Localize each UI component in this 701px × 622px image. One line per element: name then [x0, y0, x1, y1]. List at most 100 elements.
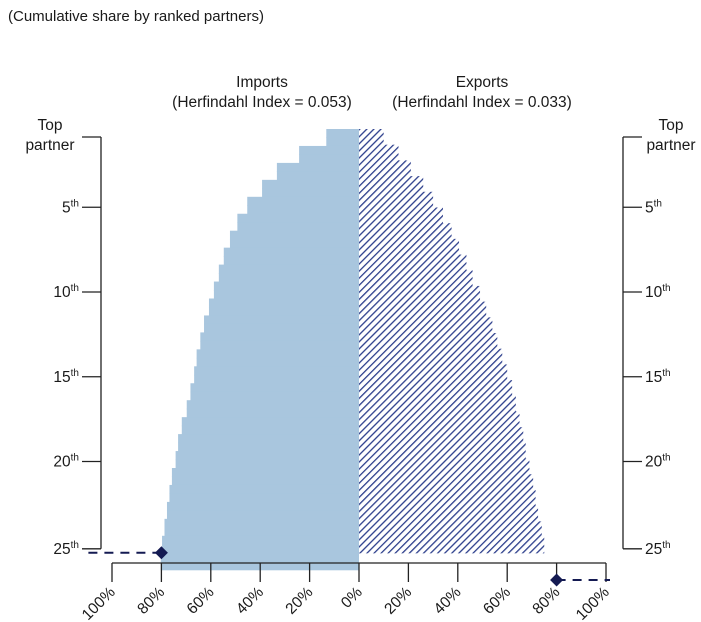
imports-bar-26	[160, 552, 359, 562]
imports-bar-18	[181, 417, 359, 427]
imports-bar-4b	[262, 188, 359, 198]
exports-bar-7	[359, 223, 452, 240]
x-tick-label--80: 80%	[134, 584, 168, 618]
right-tick-label-5: 5th	[645, 198, 662, 216]
right-tick-label-20: 20th	[645, 453, 671, 471]
imports-bar-2	[299, 145, 359, 156]
exports-bar-23	[359, 474, 534, 491]
imports-bar-5b	[247, 205, 359, 215]
imports-bar-16	[190, 383, 359, 393]
exports-bar-26	[359, 521, 542, 538]
exports-bar-4	[359, 176, 424, 193]
exports-bar-17	[359, 380, 513, 397]
imports-bar-6b	[237, 222, 359, 232]
imports-bar-24	[164, 518, 359, 528]
exports-bar-11	[359, 285, 481, 303]
imports-bar-22b	[169, 493, 359, 503]
right-tick-label-15: 15th	[645, 368, 671, 386]
exports-bar-13	[359, 317, 493, 334]
x-tick-label-100: 100%	[573, 584, 613, 622]
exports-herfindahl-label: (Herfindahl Index = 0.033)	[392, 94, 572, 111]
exports-bar-19	[359, 411, 520, 428]
left-partner-label: partner	[25, 137, 74, 154]
imports-bars	[160, 129, 359, 571]
exports-bar-5	[359, 191, 434, 209]
y-axes: Top partner Top partner 5th 5th 10th 10th 15th 15…	[25, 117, 695, 558]
imports-herfindahl-label: (Herfindahl Index = 0.053)	[172, 94, 352, 111]
x-tick-label--100: 100%	[79, 584, 119, 622]
imports-bar-18b	[181, 425, 359, 435]
imports-bar-19b	[178, 442, 359, 452]
exports-bar-3	[359, 160, 411, 177]
imports-bar-8b	[223, 256, 359, 266]
exports-bar-24	[359, 489, 536, 507]
imports-bar-3b	[276, 171, 359, 181]
imports-bar-11b	[208, 306, 359, 317]
right-tick-label-10: 10th	[645, 283, 671, 301]
imports-bar-14	[196, 349, 359, 359]
imports-bar-12	[204, 315, 359, 325]
imports-label: Imports	[236, 74, 288, 91]
imports-bar-6	[237, 213, 359, 223]
imports-bar-17b	[186, 408, 359, 418]
left-tick-label-15: 15th	[53, 368, 79, 386]
imports-bar-10b	[213, 290, 359, 300]
exports-bar-9	[359, 254, 467, 271]
exports-bar-6	[359, 207, 443, 224]
exports-bar-18	[359, 395, 516, 413]
exports-bar-16	[359, 364, 508, 381]
imports-bar-21b	[171, 476, 359, 486]
left-tick-label-10: 10th	[53, 283, 79, 301]
x-axis: 100% 80% 60% 40% 20% 0% 20% 40% 60% 80% 100%	[79, 562, 613, 622]
x-tick-label-60: 60%	[480, 584, 514, 618]
exports-bar-20	[359, 427, 524, 444]
right-tick-label-25: 25th	[645, 540, 671, 558]
imports-bar-20	[175, 451, 359, 461]
x-tick-label-20: 20%	[381, 584, 415, 618]
exports-label: Exports	[456, 74, 509, 91]
imports-bar-7b	[229, 239, 359, 249]
left-tick-label-25: 25th	[53, 540, 79, 558]
imports-bar-8	[223, 247, 359, 257]
exports-bar-22	[359, 458, 530, 475]
exports-bar-12	[359, 301, 487, 318]
imports-bar-23b	[166, 510, 359, 520]
imports-bar-9	[218, 264, 359, 274]
exports-bar-25	[359, 505, 539, 522]
imports-bar-12b	[204, 323, 359, 333]
imports-bar-25b	[162, 544, 359, 554]
imports-bar-5	[247, 196, 359, 206]
imports-marker	[154, 546, 168, 560]
exports-bar-21	[359, 442, 526, 460]
right-partner-label: partner	[646, 137, 695, 154]
imports-bar-9b	[218, 273, 359, 283]
imports-bar-16b	[190, 391, 359, 401]
imports-bar-2b	[299, 154, 359, 164]
imports-bar-22	[169, 484, 359, 495]
imports-bar-13b	[200, 340, 359, 350]
imports-bar-14b	[196, 357, 359, 367]
imports-bar-21	[171, 468, 359, 478]
imports-bar-15b	[194, 374, 359, 384]
x-tick-label--60: 60%	[184, 584, 218, 618]
imports-bar-20b	[175, 459, 359, 469]
left-tick-label-20: 20th	[53, 453, 79, 471]
exports-bar-8	[359, 238, 460, 256]
imports-bar-7	[229, 230, 359, 240]
exports-marker	[550, 573, 564, 587]
x-tick-label--20: 20%	[282, 584, 316, 618]
imports-bar-13	[200, 332, 359, 342]
right-top-label: Top	[659, 117, 684, 134]
imports-bar-15	[194, 366, 359, 376]
x-tick-label-40: 40%	[431, 584, 465, 618]
imports-bar-11	[208, 298, 359, 308]
markers	[84, 546, 610, 587]
x-tick-label-80: 80%	[529, 584, 563, 618]
series-labels: Imports (Herfindahl Index = 0.053) Exports…	[172, 74, 572, 111]
left-top-label: Top	[38, 117, 63, 134]
x-tick-label-0: 0%	[338, 584, 366, 612]
left-tick-label-5: 5th	[62, 198, 79, 216]
imports-bar-3	[276, 162, 359, 172]
imports-bar-4	[262, 179, 359, 189]
exports-bar-27	[359, 537, 545, 554]
